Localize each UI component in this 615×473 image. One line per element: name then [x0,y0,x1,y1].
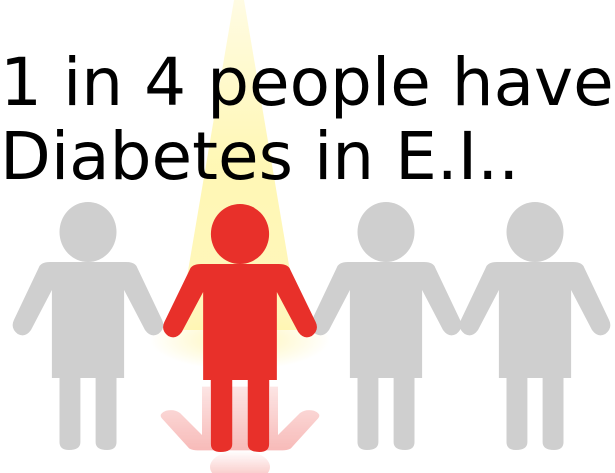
headline-line-1: 1 in 4 people have [0,44,614,121]
person-4 [459,202,611,450]
person-3 [310,202,462,450]
person-1 [12,202,164,450]
headline: 1 in 4 people have Diabetes in E.I.. [0,46,615,194]
headline-line-2: Diabetes in E.I.. [0,118,520,195]
